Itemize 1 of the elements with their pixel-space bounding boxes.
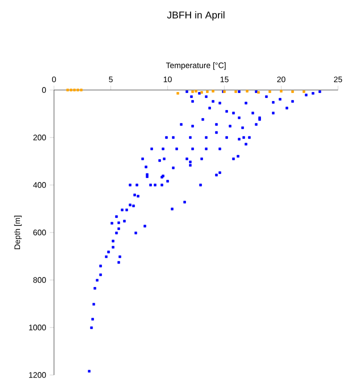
chart-title: JBFH in April [167, 11, 224, 20]
